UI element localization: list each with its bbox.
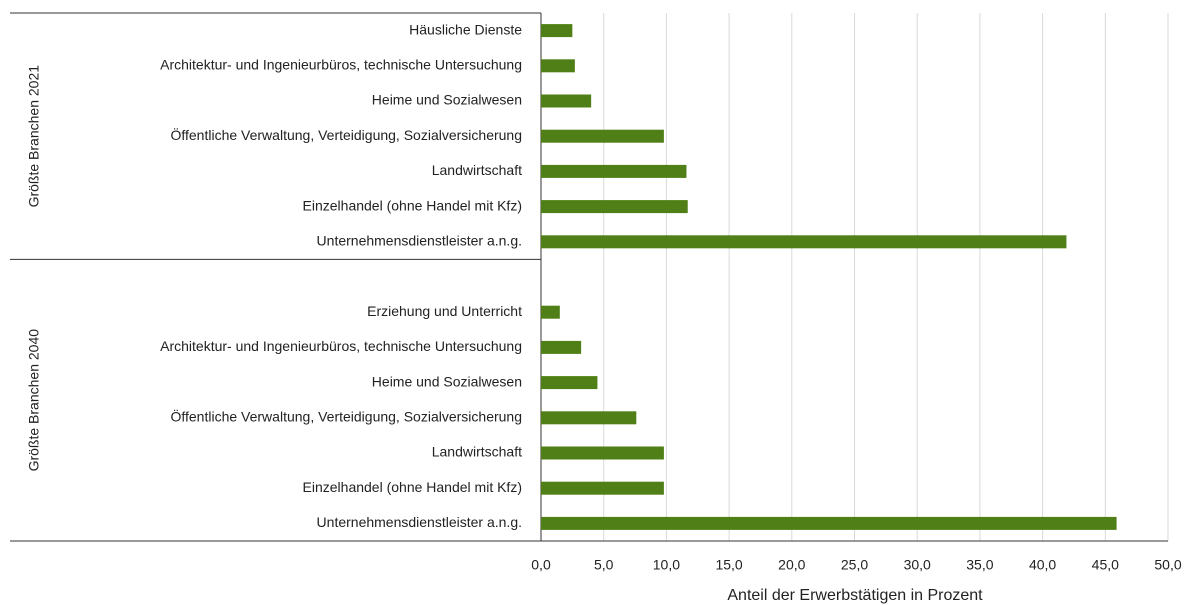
x-tick-label: 0,0 <box>531 557 551 573</box>
x-axis-label: Anteil der Erwerbstätigen in Prozent <box>727 587 983 604</box>
y-tick-label: Heime und Sozialwesen <box>372 373 522 389</box>
x-tick-label: 10,0 <box>653 557 680 573</box>
bar <box>541 24 573 38</box>
group-label: Größte Branchen 2040 <box>26 329 42 472</box>
y-tick-label: Landwirtschaft <box>432 444 522 460</box>
group-label: Größte Branchen 2021 <box>26 65 42 208</box>
bar <box>541 446 664 460</box>
bar <box>541 129 664 143</box>
y-tick-label: Architektur- und Ingenieurbüros, technis… <box>160 57 522 73</box>
y-tick-label: Unternehmensdienstleister a.n.g. <box>317 514 522 530</box>
y-tick-label: Häusliche Dienste <box>409 21 522 37</box>
x-tick-label: 30,0 <box>904 557 931 573</box>
x-tick-label: 45,0 <box>1092 557 1119 573</box>
x-tick-label: 35,0 <box>966 557 993 573</box>
bar <box>541 94 592 108</box>
bar <box>541 200 688 214</box>
x-tick-label: 5,0 <box>594 557 614 573</box>
y-tick-label: Unternehmensdienstleister a.n.g. <box>317 233 522 249</box>
y-tick-label: Einzelhandel (ohne Handel mit Kfz) <box>303 197 522 213</box>
bar <box>541 481 664 495</box>
y-tick-label: Erziehung und Unterricht <box>367 303 522 319</box>
x-tick-label: 25,0 <box>841 557 868 573</box>
bar <box>541 411 637 425</box>
y-tick-label: Heime und Sozialwesen <box>372 92 522 108</box>
y-tick-label: Einzelhandel (ohne Handel mit Kfz) <box>303 479 522 495</box>
x-tick-label: 50,0 <box>1154 557 1181 573</box>
bar <box>541 59 575 73</box>
y-tick-label: Landwirtschaft <box>432 162 522 178</box>
bar <box>541 376 598 390</box>
x-tick-label: 15,0 <box>715 557 742 573</box>
bar <box>541 164 687 178</box>
x-tick-label: 20,0 <box>778 557 805 573</box>
bar <box>541 516 1117 530</box>
y-tick-label: Architektur- und Ingenieurbüros, technis… <box>160 338 522 354</box>
x-tick-label: 40,0 <box>1029 557 1056 573</box>
y-tick-label: Öffentliche Verwaltung, Verteidigung, So… <box>170 408 522 425</box>
bar <box>541 340 582 354</box>
bar <box>541 235 1067 249</box>
bar <box>541 305 560 319</box>
y-tick-label: Öffentliche Verwaltung, Verteidigung, So… <box>170 126 522 143</box>
